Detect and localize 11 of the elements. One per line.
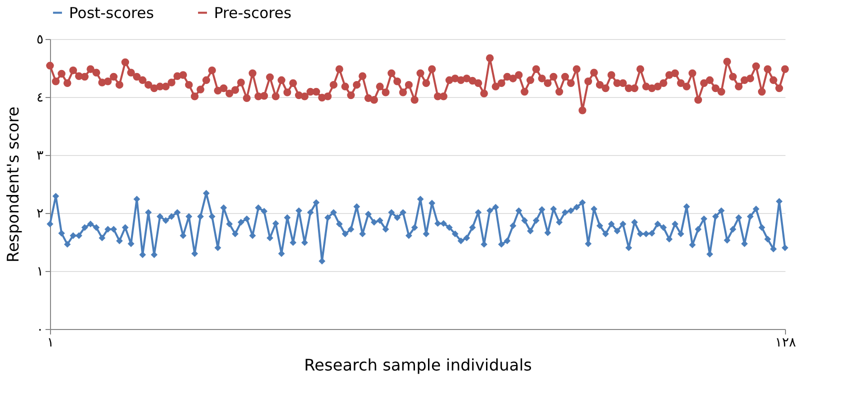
y-tick-label: ٣ [36, 148, 44, 164]
y-tick-label: ١ [36, 264, 44, 280]
x-tick-label: ١٢٨ [775, 336, 796, 350]
x-axis-title: Research sample individuals [304, 356, 532, 374]
y-axis-title: Respondent's score [4, 106, 23, 262]
y-tick-label: ٢ [36, 206, 44, 222]
y-tick-label: ٠ [36, 322, 44, 338]
y-tick-label: ٤ [36, 90, 44, 106]
legend-label: Pre-scores [214, 4, 292, 22]
legend-label: Post-scores [69, 4, 154, 22]
y-tick-label: ٥ [36, 32, 44, 48]
